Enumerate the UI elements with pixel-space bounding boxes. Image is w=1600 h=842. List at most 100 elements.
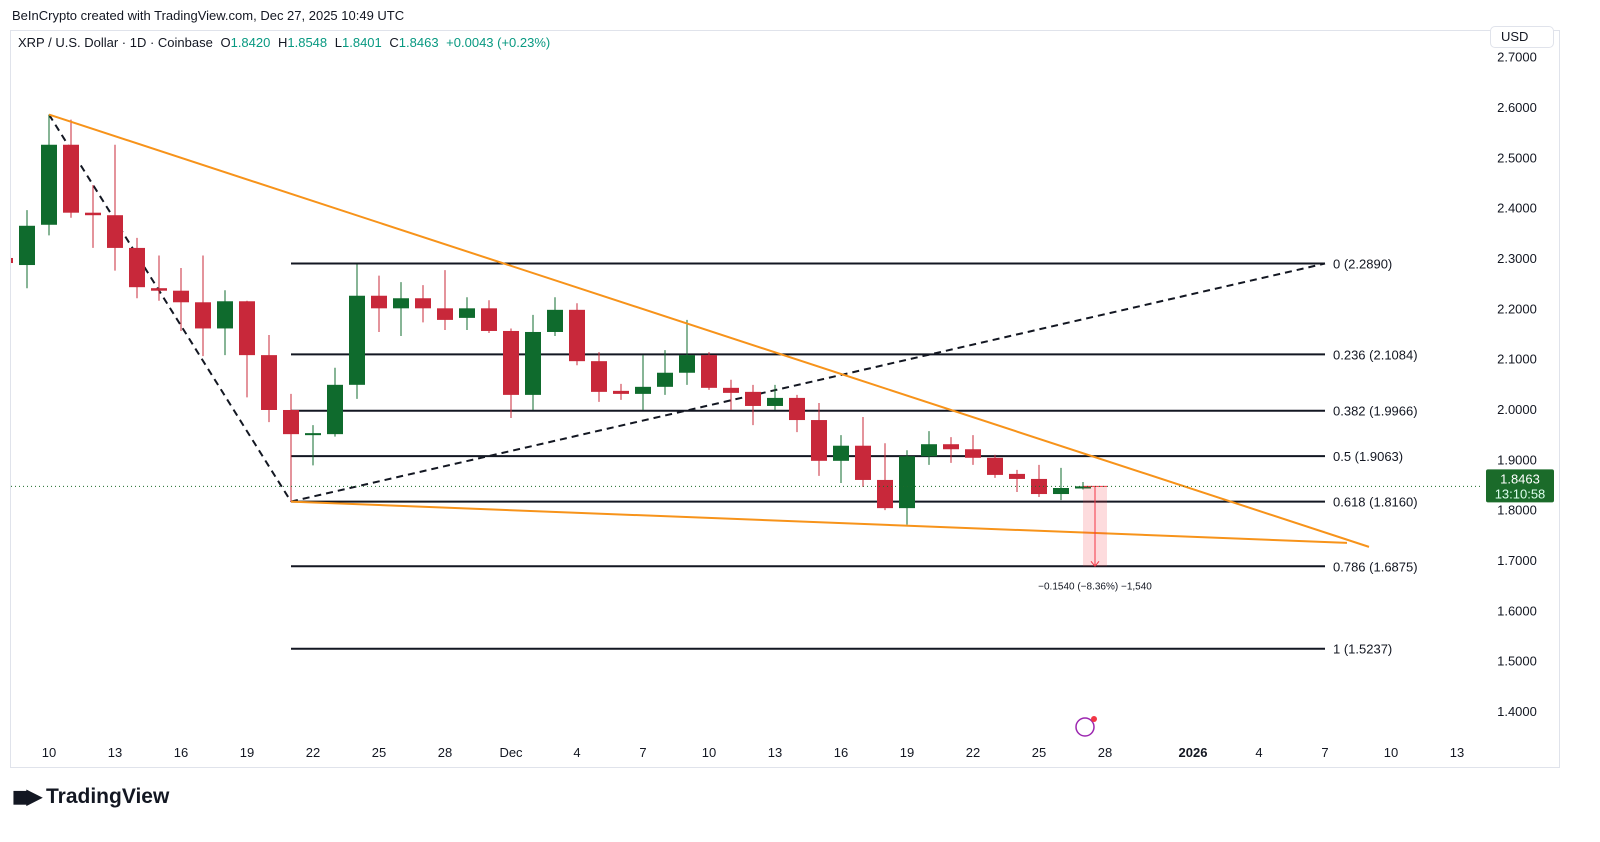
price-tick-label: 1.7000 bbox=[1497, 553, 1537, 568]
candle-body bbox=[547, 309, 563, 332]
candle-body bbox=[701, 355, 717, 388]
price-tick-label: 2.4000 bbox=[1497, 201, 1537, 216]
high-value: 1.8548 bbox=[287, 35, 328, 50]
price-tick-label: 2.2000 bbox=[1497, 301, 1537, 316]
candle-body bbox=[613, 390, 629, 394]
price-tick-label: 2.5000 bbox=[1497, 150, 1537, 165]
candle-body bbox=[63, 144, 79, 213]
candle-body bbox=[635, 386, 651, 394]
candle-body bbox=[503, 330, 519, 395]
candle-body bbox=[129, 247, 145, 288]
price-tick-label: 1.9000 bbox=[1497, 452, 1537, 467]
price-tick-label: 2.3000 bbox=[1497, 251, 1537, 266]
tradingview-logo-icon: ◼▶ bbox=[12, 786, 42, 808]
bar-countdown: 13:10:58 bbox=[1495, 486, 1546, 501]
dashed-swing-line bbox=[48, 114, 292, 503]
candle-body bbox=[899, 456, 915, 509]
candle-body bbox=[261, 355, 277, 410]
price-tick-label: 2.7000 bbox=[1497, 50, 1537, 65]
candle-body bbox=[415, 298, 431, 309]
date-tick-label: 25 bbox=[1032, 745, 1046, 760]
candle-body bbox=[679, 355, 695, 373]
candle-body bbox=[327, 384, 343, 435]
price-tick-label: 1.6000 bbox=[1497, 603, 1537, 618]
close-value: 1.8463 bbox=[398, 35, 439, 50]
candle-body bbox=[525, 331, 541, 395]
last-price-tag bbox=[1486, 469, 1554, 503]
candle-body bbox=[239, 301, 255, 356]
date-tick-label: 13 bbox=[1450, 745, 1464, 760]
date-tick-label: 7 bbox=[639, 745, 646, 760]
currency-button[interactable]: USD bbox=[1490, 26, 1554, 48]
date-tick-label: 10 bbox=[702, 745, 716, 760]
candle-body bbox=[789, 397, 805, 421]
date-tick-label: 28 bbox=[1098, 745, 1112, 760]
candle-body bbox=[217, 301, 233, 329]
candle-body bbox=[745, 391, 761, 406]
date-tick-label: 10 bbox=[1384, 745, 1398, 760]
date-tick-label: 19 bbox=[900, 745, 914, 760]
fib-level-label: 0.5 (1.9063) bbox=[1333, 449, 1403, 464]
close-label: C bbox=[389, 35, 399, 50]
candle-body bbox=[767, 397, 783, 406]
fib-level-label: 0.786 (1.6875) bbox=[1333, 559, 1418, 574]
candle-body bbox=[305, 433, 321, 436]
measure-label: −0.1540 (−8.36%) −1,540 bbox=[1038, 581, 1152, 592]
symbol-legend: XRP / U.S. Dollar · 1D · Coinbase O1.842… bbox=[18, 35, 554, 50]
price-tick-label: 1.8000 bbox=[1497, 503, 1537, 518]
candle-body bbox=[283, 409, 299, 435]
symbol-title[interactable]: XRP / U.S. Dollar · 1D · Coinbase bbox=[18, 35, 213, 50]
brand-name: TradingView bbox=[45, 784, 170, 808]
candle-body bbox=[723, 387, 739, 393]
candle-body bbox=[19, 225, 35, 266]
date-tick-label: 16 bbox=[174, 745, 188, 760]
candle-body bbox=[41, 144, 57, 225]
dashed-swing-line bbox=[290, 262, 1326, 503]
price-tick-label: 2.6000 bbox=[1497, 100, 1537, 115]
date-tick-label: Dec bbox=[499, 745, 523, 760]
candle-body bbox=[349, 295, 365, 385]
candle-body bbox=[877, 479, 893, 509]
fib-level-label: 1 (1.5237) bbox=[1333, 642, 1392, 657]
candle-body bbox=[481, 308, 497, 331]
candle-body bbox=[987, 457, 1003, 475]
high-label: H bbox=[277, 35, 288, 50]
date-tick-label: 4 bbox=[573, 745, 580, 760]
event-icon bbox=[1075, 717, 1095, 737]
change-value: +0.0043 (+0.23%) bbox=[446, 35, 551, 50]
price-tick-label: 2.1000 bbox=[1497, 352, 1537, 367]
candle-body bbox=[393, 298, 409, 309]
fib-level-label: 0.382 (1.9966) bbox=[1333, 404, 1418, 419]
price-tick-label: 1.4000 bbox=[1497, 704, 1537, 719]
date-tick-label: 28 bbox=[438, 745, 452, 760]
plot-area: 0 (2.2890) 0.236 (2.1084) 0.382 (1.9966) 0.… bbox=[11, 113, 1418, 657]
candle-body bbox=[85, 212, 101, 216]
candle-body bbox=[943, 444, 959, 450]
candle-body bbox=[855, 445, 871, 480]
date-tick-label: 4 bbox=[1255, 745, 1262, 760]
fib-level-label: 0.236 (2.1084) bbox=[1333, 347, 1418, 362]
date-tick-label: 7 bbox=[1321, 745, 1328, 760]
price-tick-label: 1.5000 bbox=[1497, 654, 1537, 669]
trendline-lower-support bbox=[290, 500, 1348, 544]
date-tick-label: 2026 bbox=[1179, 745, 1208, 760]
open-value: 1.8420 bbox=[230, 35, 271, 50]
date-tick-label: 22 bbox=[306, 745, 320, 760]
candle-body bbox=[151, 288, 167, 291]
candle-body bbox=[569, 309, 585, 362]
candle-body bbox=[965, 449, 981, 458]
date-tick-label: 13 bbox=[108, 745, 122, 760]
date-tick-label: 16 bbox=[834, 745, 848, 760]
fib-level-label: 0 (2.2890) bbox=[1333, 257, 1392, 272]
candle-body bbox=[1075, 486, 1091, 489]
candle-body bbox=[195, 302, 211, 329]
tradingview-logo: ◼▶ TradingView bbox=[12, 784, 169, 809]
event-icon-dot bbox=[1091, 716, 1097, 722]
candle-body bbox=[833, 445, 849, 461]
candle-body bbox=[921, 444, 937, 457]
chart-credit: BeInCrypto created with TradingView.com,… bbox=[12, 8, 405, 23]
date-tick-label: 10 bbox=[42, 745, 56, 760]
date-tick-label: 22 bbox=[966, 745, 980, 760]
candle-body bbox=[591, 361, 607, 392]
